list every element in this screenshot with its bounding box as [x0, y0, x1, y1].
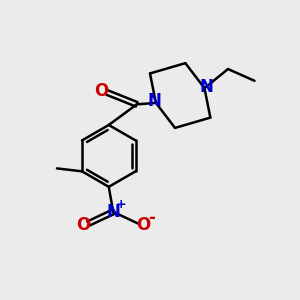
Text: +: +: [115, 198, 126, 211]
Text: O: O: [94, 82, 108, 100]
Text: N: N: [106, 203, 120, 221]
Text: -: -: [148, 209, 155, 227]
Text: O: O: [136, 216, 151, 234]
Text: N: N: [199, 78, 213, 96]
Text: N: N: [148, 92, 161, 110]
Text: O: O: [76, 216, 90, 234]
